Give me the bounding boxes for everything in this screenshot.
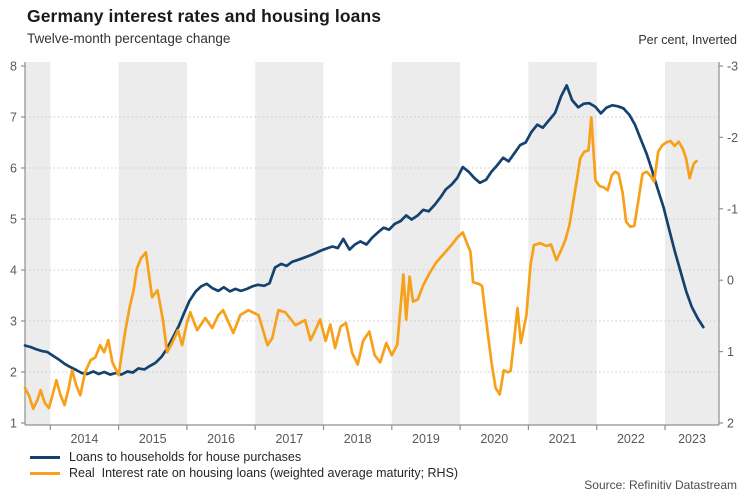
axis-ticks: [21, 65, 723, 430]
source-note: Source: Refinitiv Datastream: [584, 478, 737, 492]
plot-area: 8 7 6 5 4 3 2 1 -3 -2 -1 0 1 2 2014 2015 2016 2017 2018 201…: [10, 60, 738, 447]
left-axis-tick-label: 3: [10, 315, 17, 329]
x-axis-year-label: 2014: [71, 432, 99, 446]
x-axis-year-label: 2020: [480, 432, 508, 446]
x-axis-year-label: 2017: [275, 432, 303, 446]
left-axis-tick-label: 7: [10, 111, 17, 125]
chart-subtitle: Twelve-month percentage change: [27, 31, 231, 46]
loans-line-swatch: [30, 455, 60, 459]
legend-item-real-rate: Real Interest rate on housing loans (wei…: [30, 465, 458, 481]
x-axis-year-label: 2016: [207, 432, 235, 446]
left-axis-tick-label: 4: [10, 264, 17, 278]
real-rate-line-swatch: [30, 471, 60, 475]
right-axis-tick-label: 0: [727, 274, 734, 288]
right-axis-note: Per cent, Inverted: [638, 33, 737, 47]
loans-line: [23, 84, 705, 376]
legend: Loans to households for house purchases …: [30, 449, 458, 481]
x-axis-year-label: 2018: [344, 432, 372, 446]
gridlines: [25, 116, 719, 373]
axis-tick-labels: 8 7 6 5 4 3 2 1 -3 -2 -1 0 1 2 2014 2015 2016 2017 2018 201…: [10, 60, 738, 447]
right-axis-tick-label: -3: [727, 60, 738, 74]
left-axis-tick-label: 5: [10, 213, 17, 227]
left-axis-tick-label: 8: [10, 60, 17, 74]
x-axis-year-label: 2022: [617, 432, 645, 446]
x-axis-year-label: 2019: [412, 432, 440, 446]
x-axis-year-label: 2021: [549, 432, 577, 446]
legend-item-loans: Loans to households for house purchases: [30, 449, 458, 465]
real-rate-line: [23, 116, 698, 411]
legend-label-real-rate: Real Interest rate on housing loans (wei…: [69, 466, 459, 480]
right-axis-tick-label: 1: [727, 345, 734, 359]
chart-title: Germany interest rates and housing loans: [27, 6, 382, 26]
left-axis-tick-label: 1: [10, 417, 17, 431]
left-axis-tick-label: 6: [10, 162, 17, 176]
x-axis-year-label: 2015: [139, 432, 167, 446]
left-axis-tick-label: 2: [10, 366, 17, 380]
right-axis-tick-label: -1: [727, 202, 738, 216]
right-axis-tick-label: -2: [727, 131, 738, 145]
x-axis-year-label: 2023: [678, 432, 706, 446]
legend-label-loans: Loans to households for house purchases: [69, 450, 302, 464]
axes: [24, 62, 720, 426]
right-axis-tick-label: 2: [727, 417, 734, 431]
